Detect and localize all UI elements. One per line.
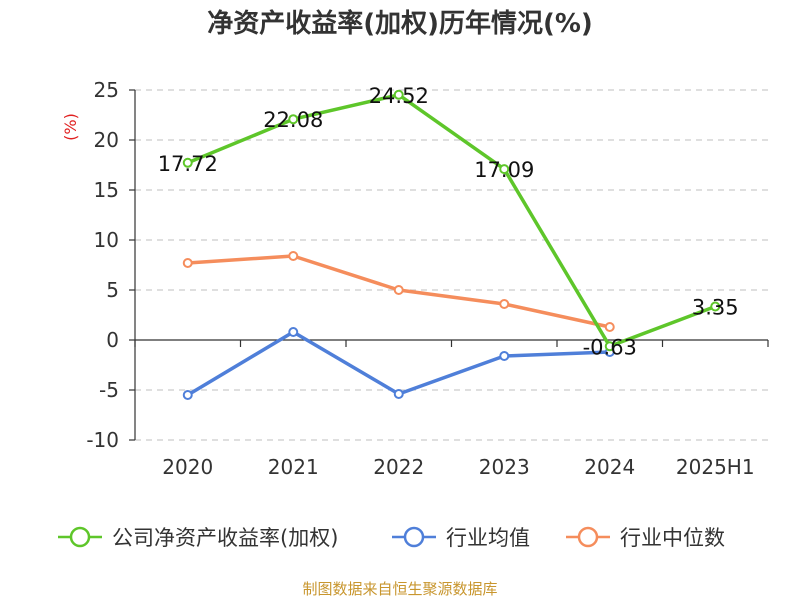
- data-label: 22.08: [263, 108, 323, 132]
- data-label: 24.52: [369, 84, 429, 108]
- data-label: 3.35: [692, 296, 739, 320]
- x-tick-label: 2023: [479, 455, 530, 479]
- data-point: [182, 157, 193, 168]
- y-tick-label: 25: [94, 78, 119, 102]
- legend-swatch-marker: [69, 526, 91, 548]
- y-tick-label: 20: [94, 128, 119, 152]
- legend: 公司净资产收益率(加权) 行业均值 行业中位数: [58, 526, 725, 550]
- legend-label: 行业中位数: [620, 526, 725, 550]
- x-tick-label: 2020: [162, 455, 213, 479]
- data-point: [393, 89, 404, 100]
- legend-label: 公司净资产收益率(加权): [112, 526, 338, 550]
- data-labels: 17.72 22.08 24.52 17.09 -0.63 3.35: [158, 84, 739, 359]
- data-point: [182, 258, 193, 268]
- series-lines: [182, 89, 721, 400]
- data-point: [604, 341, 615, 352]
- data-point: [604, 322, 615, 332]
- data-point: [288, 251, 299, 261]
- source-note: 制图数据来自恒生聚源数据库: [302, 580, 497, 598]
- y-tick-label: 5: [106, 278, 119, 302]
- y-tick-label: -5: [99, 378, 119, 402]
- x-tick-label: 2024: [584, 455, 635, 479]
- axes: 25 20 15 10 5 0 -5 -10 2020 2021 2022 2023 2024 2025H…: [86, 78, 769, 479]
- data-point: [499, 164, 510, 175]
- chart-title: 净资产收益率(加权)历年情况(%): [207, 8, 593, 39]
- data-point: [499, 299, 510, 309]
- series-line-0: [187, 93, 716, 349]
- x-tick-label: 2022: [373, 455, 424, 479]
- data-point: [182, 390, 193, 400]
- legend-label: 行业均值: [446, 526, 530, 550]
- data-point: [288, 327, 299, 337]
- data-label: -0.63: [583, 335, 637, 359]
- x-tick-label: 2025H1: [676, 455, 755, 479]
- y-tick-label: -10: [86, 428, 119, 452]
- x-tick-label: 2021: [268, 455, 319, 479]
- grid-lines: [135, 89, 768, 441]
- data-label: 17.72: [158, 152, 218, 176]
- data-label: 17.09: [474, 158, 534, 182]
- y-tick-label: 0: [106, 328, 119, 352]
- legend-swatch-marker: [577, 526, 599, 548]
- y-tick-label: 15: [94, 178, 119, 202]
- legend-swatch-marker: [403, 526, 425, 548]
- data-point: [393, 389, 404, 399]
- data-point: [288, 114, 299, 125]
- data-point: [393, 285, 404, 295]
- series-line-1: [186, 330, 610, 397]
- data-point: [710, 301, 721, 312]
- y-tick-label: 10: [94, 228, 119, 252]
- data-point: [499, 351, 510, 361]
- y-axis-label: (%): [61, 113, 80, 141]
